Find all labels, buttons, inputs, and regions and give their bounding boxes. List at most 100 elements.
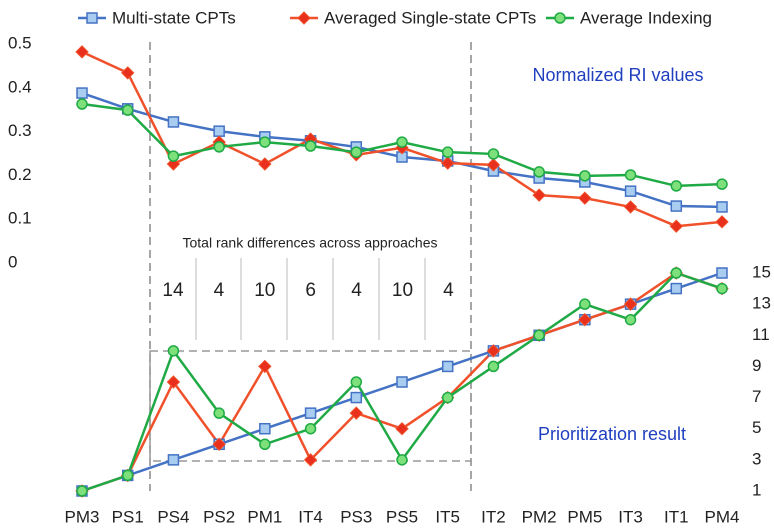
x-tick-label: IT5 — [435, 507, 460, 526]
x-tick-label: PM1 — [247, 507, 282, 526]
rank-difference: 6 — [305, 280, 316, 301]
marker — [716, 178, 728, 190]
marker — [624, 169, 637, 181]
y2-tick-label: 7 — [752, 387, 761, 406]
marker — [669, 219, 683, 233]
x-tick-label: PS2 — [203, 507, 235, 526]
marker — [76, 485, 88, 497]
rank-difference: 4 — [443, 280, 454, 301]
separators — [195, 258, 426, 340]
marker — [259, 422, 271, 435]
marker — [716, 201, 728, 213]
marker — [167, 150, 180, 162]
marker — [75, 45, 89, 59]
x-tick-label: IT2 — [481, 507, 506, 526]
marker — [670, 267, 683, 279]
marker — [258, 157, 272, 171]
rank-difference: 10 — [392, 280, 413, 301]
dashed-box — [149, 350, 472, 462]
y-tick-label: 0.5 — [8, 33, 32, 52]
y2-tick-label: 5 — [752, 418, 761, 437]
marker — [715, 215, 729, 229]
marker — [303, 453, 318, 467]
rank-difference: 10 — [254, 280, 275, 301]
marker — [623, 200, 638, 214]
marker — [441, 156, 455, 170]
annotation: Normalized RI values — [532, 65, 703, 85]
marker — [554, 12, 566, 24]
annotation: Total rank differences across approaches — [183, 235, 438, 251]
marker — [304, 140, 317, 152]
x-tick-label: PM3 — [65, 507, 100, 526]
marker — [441, 391, 454, 404]
legend-label: Multi-state CPTs — [112, 8, 236, 27]
marker — [486, 158, 501, 172]
x-tick-label: PS4 — [157, 507, 189, 526]
marker — [304, 422, 317, 435]
marker — [86, 12, 98, 24]
marker — [213, 141, 225, 153]
marker — [578, 313, 592, 327]
x-tick-label: PS3 — [340, 507, 372, 526]
marker — [213, 407, 225, 419]
x-tick-label: PS5 — [386, 507, 418, 526]
rank-difference: 4 — [351, 280, 362, 301]
marker — [624, 185, 637, 197]
marker — [350, 376, 363, 388]
y2-tick-label: 3 — [752, 449, 761, 468]
y2-tick-label: 9 — [752, 356, 761, 375]
marker — [121, 469, 134, 482]
marker — [350, 146, 363, 158]
marker — [395, 422, 409, 436]
marker — [670, 200, 683, 212]
marker — [716, 267, 728, 279]
annotation: Prioritization result — [538, 424, 686, 444]
marker — [532, 188, 546, 202]
marker — [213, 125, 225, 137]
y-tick-label: 0.2 — [8, 165, 32, 184]
marker — [76, 87, 88, 99]
y2-tick-label: 15 — [752, 262, 771, 281]
marker — [304, 407, 317, 419]
marker — [487, 360, 500, 373]
y-tick-label: 0.3 — [8, 121, 32, 140]
marker — [624, 313, 637, 326]
y2-tick-label: 1 — [752, 480, 761, 499]
marker — [350, 391, 363, 404]
marker — [486, 344, 501, 358]
x-tick-label: IT4 — [298, 507, 323, 526]
marker — [533, 329, 545, 342]
marker — [533, 166, 545, 178]
marker — [578, 191, 592, 205]
marker — [212, 437, 226, 451]
marker — [167, 454, 180, 466]
y-tick-label: 0.4 — [8, 77, 32, 96]
marker — [167, 345, 180, 357]
marker — [166, 375, 181, 389]
marker — [670, 180, 683, 192]
legend-label: Average Indexing — [580, 8, 712, 27]
marker — [670, 282, 683, 295]
marker — [579, 170, 591, 182]
marker — [259, 136, 271, 148]
legend-label: Averaged Single-state CPTs — [324, 8, 536, 27]
marker — [623, 297, 638, 311]
marker — [349, 406, 363, 420]
rank-difference: 4 — [214, 280, 225, 301]
marker — [121, 104, 134, 116]
marker — [121, 66, 135, 80]
x-tick-label: PM5 — [567, 507, 602, 526]
marker — [258, 359, 272, 374]
marker — [441, 360, 454, 373]
x-tick-label: PS1 — [112, 507, 144, 526]
x-tick-label: IT3 — [618, 507, 643, 526]
marker — [396, 454, 408, 466]
rank-difference: 14 — [162, 280, 184, 301]
y2-tick-label: 11 — [752, 325, 770, 344]
marker — [396, 136, 408, 148]
marker — [441, 146, 454, 158]
marker — [487, 148, 500, 160]
y2-tick-label: 13 — [752, 294, 771, 313]
y-tick-label: 0.1 — [8, 209, 32, 228]
